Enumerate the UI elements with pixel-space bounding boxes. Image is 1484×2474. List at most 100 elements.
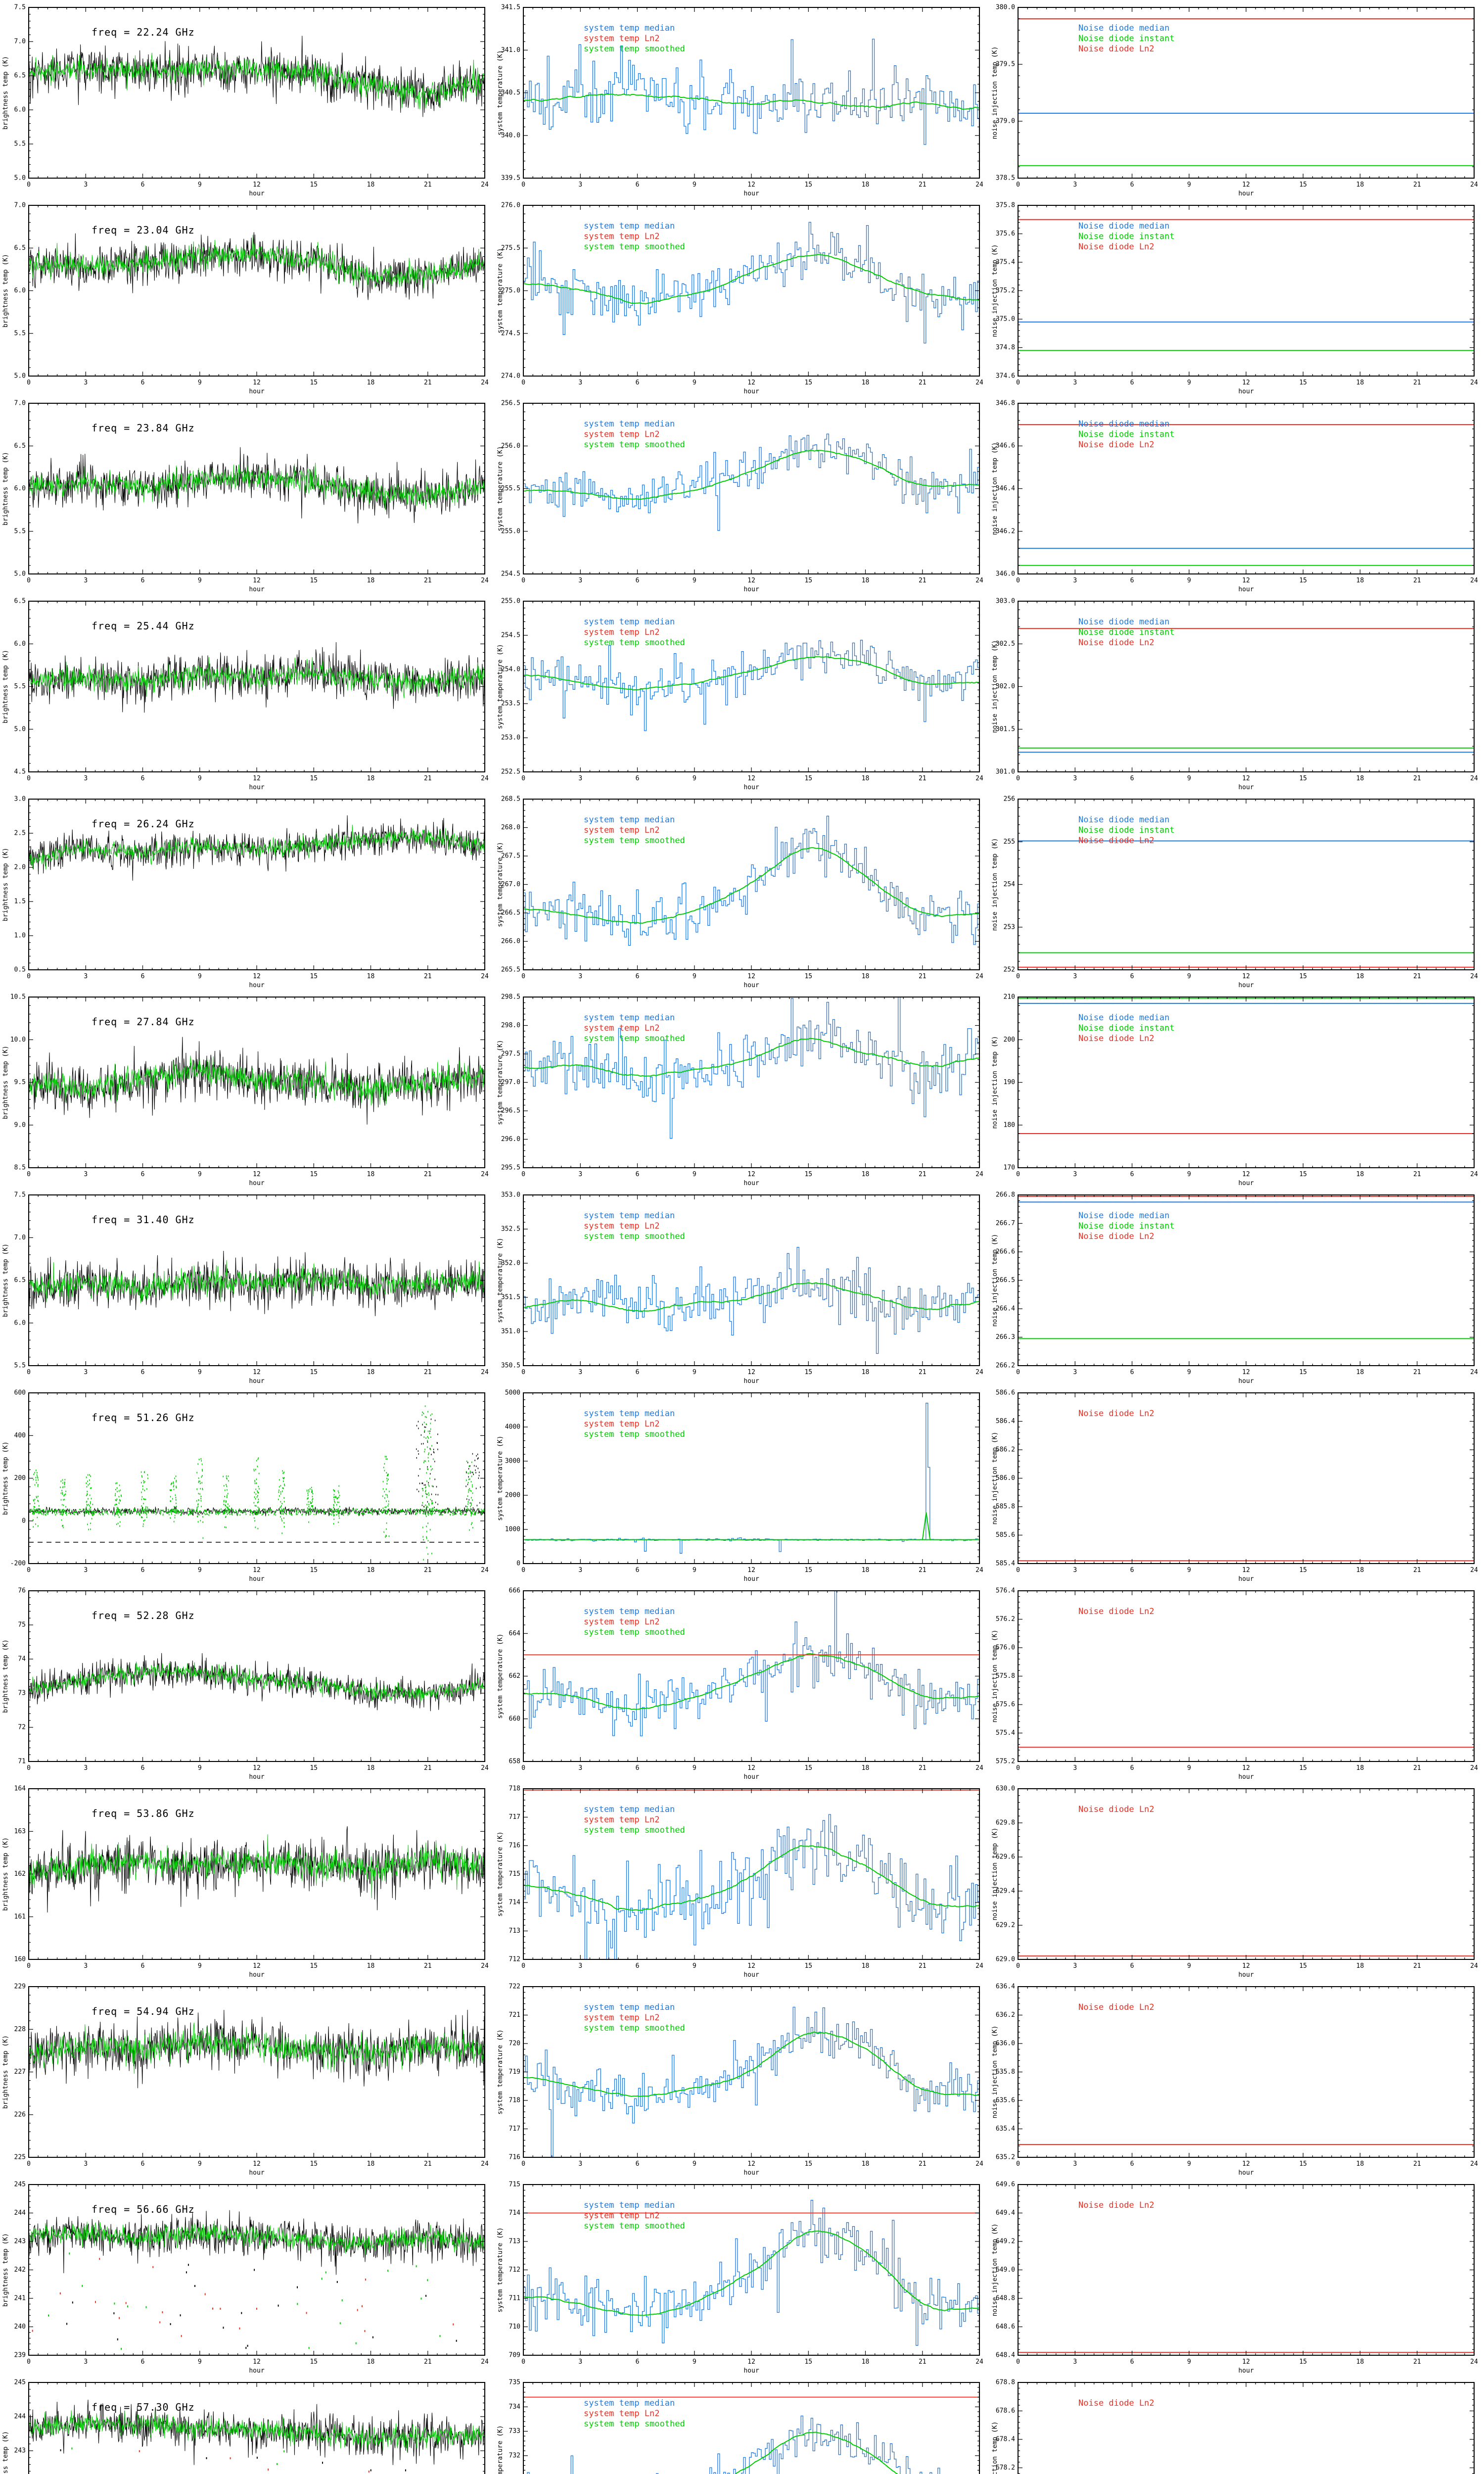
y-tick-label: 400 bbox=[14, 1432, 26, 1439]
x-axis-label: hour bbox=[1238, 190, 1253, 197]
x-axis-label: hour bbox=[743, 586, 759, 593]
legend-entry: system temp smoothed bbox=[584, 1034, 685, 1044]
x-tick-label: 12 bbox=[253, 1567, 261, 1574]
y-tick-label: 585.8 bbox=[996, 1503, 1015, 1511]
x-tick-label: 15 bbox=[804, 577, 812, 584]
legend-entry: system temp smoothed bbox=[584, 1825, 685, 1835]
x-tick-label: 12 bbox=[253, 1369, 261, 1376]
y-tick-label: 10.0 bbox=[10, 1036, 26, 1044]
x-tick-label: 21 bbox=[1413, 379, 1421, 386]
axes: 0 3 6 9 12 15 18 21 24 0 1000 2000 3000 4000 5000 hour s… bbox=[497, 1389, 983, 1583]
x-tick-label: 12 bbox=[253, 577, 261, 584]
y-tick-label: 253.5 bbox=[501, 700, 520, 708]
x-tick-label: 6 bbox=[636, 181, 640, 189]
x-tick-label: 18 bbox=[862, 1171, 870, 1178]
legend-entry: system temp smoothed bbox=[584, 242, 685, 252]
y-tick-label: 255.5 bbox=[501, 485, 520, 492]
y-tick-label: 378.5 bbox=[996, 175, 1015, 182]
legend: Noise diode Ln2 bbox=[1078, 1409, 1155, 1419]
brightness-plot-row-3: 0 3 6 9 12 15 18 21 24 5.0 5.5 6.0 6.5 7.0 hour brightn… bbox=[2, 400, 489, 594]
y-tick-label: 163 bbox=[14, 1828, 26, 1835]
system-temp-plot-row-5: 0 3 6 9 12 15 18 21 24 265.5 266.0 266.5 267.0 267.5 2… bbox=[497, 796, 983, 990]
y-tick-label: 575.2 bbox=[996, 1758, 1015, 1765]
x-tick-label: 0 bbox=[27, 379, 31, 386]
legend-entry: system temp smoothed bbox=[584, 1232, 685, 1241]
series-system-temp-smoothed bbox=[523, 847, 980, 924]
y-tick-label: 379.5 bbox=[996, 61, 1015, 68]
legend-entry: Noise diode Ln2 bbox=[1078, 1034, 1155, 1044]
x-tick-label: 0 bbox=[521, 1171, 525, 1178]
y-tick-label: 379.0 bbox=[996, 118, 1015, 125]
legend-entry: Noise diode instant bbox=[1078, 1023, 1174, 1033]
legend-entry: system temp median bbox=[584, 1211, 675, 1221]
y-tick-label: 375.2 bbox=[996, 287, 1015, 294]
x-tick-label: 21 bbox=[919, 1369, 927, 1376]
x-tick-label: 12 bbox=[253, 1962, 261, 1970]
system-temp-plot-row-6-cell: 0 3 6 9 12 15 18 21 24 295.5 296.0 296.5 297.0 297.5 2… bbox=[495, 990, 989, 1188]
x-tick-label: 9 bbox=[693, 1962, 696, 1970]
legend: Noise diode Ln2 bbox=[1078, 1607, 1155, 1617]
y-tick-label: 380.0 bbox=[996, 4, 1015, 11]
brightness-plot-row-10: 0 3 6 9 12 15 18 21 24 160 161 162 163 164 hour brightn… bbox=[2, 1785, 489, 1979]
legend-entry: system temp Ln2 bbox=[584, 1617, 660, 1627]
y-tick-label: 267.0 bbox=[501, 881, 520, 888]
x-tick-label: 3 bbox=[578, 1962, 582, 1970]
x-tick-label: 6 bbox=[636, 1567, 640, 1574]
legend-entry: system temp Ln2 bbox=[584, 429, 660, 439]
x-tick-label: 15 bbox=[804, 775, 812, 782]
y-axis-label: noise injection temp (K) bbox=[991, 442, 999, 535]
x-tick-label: 6 bbox=[1130, 1567, 1134, 1574]
legend-entry: Noise diode instant bbox=[1078, 232, 1174, 241]
x-tick-label: 0 bbox=[1016, 181, 1020, 189]
y-tick-label: 5.0 bbox=[14, 373, 26, 380]
noise-diode-plot-row-4: 0 3 6 9 12 15 18 21 24 301.0 301.5 302.0 302.5 303.0 h… bbox=[991, 598, 1478, 792]
x-tick-label: 0 bbox=[1016, 775, 1020, 782]
y-tick-label: 275.5 bbox=[501, 244, 520, 252]
y-tick-label: 662 bbox=[509, 1672, 520, 1680]
freq-label: freq = 27.84 GHz bbox=[92, 1016, 195, 1028]
x-tick-label: 18 bbox=[1356, 379, 1364, 386]
x-tick-label: 24 bbox=[481, 973, 489, 980]
legend-entry: Noise diode median bbox=[1078, 1013, 1169, 1023]
y-axis-label: noise injection temp (K) bbox=[991, 640, 999, 733]
x-tick-label: 12 bbox=[747, 1171, 755, 1178]
y-axis-label: system temperature (K) bbox=[497, 1633, 504, 1718]
y-tick-label: -200 bbox=[10, 1560, 26, 1568]
x-tick-label: 24 bbox=[975, 1764, 983, 1772]
y-tick-label: 255.0 bbox=[501, 527, 520, 535]
x-tick-label: 3 bbox=[84, 1764, 88, 1772]
legend-entry: system temp median bbox=[584, 221, 675, 231]
series-system-temp-median bbox=[523, 1590, 979, 1737]
x-tick-label: 3 bbox=[1073, 775, 1077, 782]
y-tick-label: 6.5 bbox=[14, 244, 26, 252]
x-tick-label: 6 bbox=[636, 973, 640, 980]
x-tick-label: 12 bbox=[1242, 1764, 1250, 1772]
system-temp-plot-row-8-cell: 0 3 6 9 12 15 18 21 24 0 1000 2000 3000 4000 5000 hour s… bbox=[495, 1385, 989, 1583]
x-tick-label: 6 bbox=[141, 1171, 145, 1178]
series-green bbox=[28, 824, 485, 870]
y-tick-label: 6.0 bbox=[14, 640, 26, 648]
x-tick-label: 18 bbox=[1356, 775, 1364, 782]
y-tick-label: 190 bbox=[1004, 1079, 1015, 1086]
legend-entry: system temp Ln2 bbox=[584, 825, 660, 835]
x-tick-label: 3 bbox=[84, 379, 88, 386]
x-tick-label: 21 bbox=[424, 973, 432, 980]
x-tick-label: 0 bbox=[27, 181, 31, 189]
y-axis-label: brightness temp (K) bbox=[2, 1243, 9, 1317]
x-tick-label: 15 bbox=[1299, 1764, 1307, 1772]
y-axis-label: brightness temp (K) bbox=[2, 56, 9, 130]
y-tick-label: 353.0 bbox=[501, 1191, 520, 1199]
x-tick-label: 6 bbox=[1130, 775, 1134, 782]
x-tick-label: 0 bbox=[521, 1962, 525, 1970]
y-axis-label: system temperature (K) bbox=[497, 50, 504, 135]
legend-entry: system temp Ln2 bbox=[584, 1221, 660, 1231]
y-tick-label: 296.5 bbox=[501, 1107, 520, 1115]
y-tick-label: 5.0 bbox=[14, 175, 26, 182]
axes: 0 3 6 9 12 15 18 21 24 170 180 190 200 210 hour noise i… bbox=[991, 994, 1478, 1188]
legend-entry: Noise diode Ln2 bbox=[1078, 44, 1155, 54]
axes: 0 3 6 9 12 15 18 21 24 0.5 1.0 1.5 2.0 2.5 3.0 hour brig… bbox=[2, 796, 489, 990]
y-tick-label: 717 bbox=[509, 1813, 520, 1821]
y-axis-label: brightness temp (K) bbox=[2, 1441, 9, 1515]
